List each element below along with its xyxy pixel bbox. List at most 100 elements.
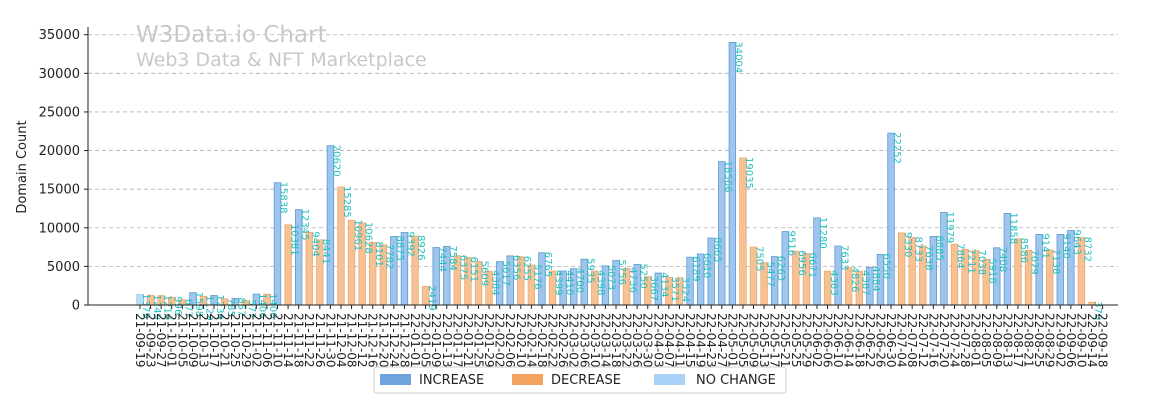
- bar-value-label: 6550: [881, 253, 892, 278]
- bar-value-label: 3667: [648, 276, 659, 301]
- x-tick-label: 22-08-05: [979, 313, 993, 367]
- bar-value-label: 11979: [944, 211, 955, 243]
- bar-value-label: 5609: [479, 261, 490, 286]
- x-tick-label: 22-01-13: [440, 313, 454, 367]
- y-tick-label: 5000: [47, 260, 80, 275]
- bar-value-label: 4398: [595, 270, 606, 295]
- bar-value-label: 5477: [764, 262, 775, 287]
- bar-value-label: 4383: [828, 270, 839, 295]
- x-tick-label: 22-06-06: [821, 313, 835, 367]
- bar-value-label: 10381: [288, 224, 299, 256]
- bar-value-label: 9404: [309, 231, 320, 256]
- bar-value-label: 7782: [383, 244, 394, 269]
- x-tick-label: 22-09-06: [1064, 313, 1078, 367]
- bar-value-label: 3524: [680, 277, 691, 302]
- bar-value-label: 8926: [415, 235, 426, 260]
- x-tick-label: 22-05-05: [736, 313, 750, 367]
- bar-value-label: 1598: [193, 292, 204, 317]
- bar-value-label: 6263: [775, 256, 786, 281]
- bar-value-label: 8586: [1018, 238, 1029, 263]
- x-tick-label: 22-01-01: [408, 313, 422, 367]
- bar-value-label: 6610: [701, 253, 712, 278]
- x-tick-label: 21-11-26: [313, 313, 327, 367]
- legend-label-nochange: NO CHANGE: [696, 373, 776, 388]
- bar-value-label: 9140: [1060, 233, 1071, 258]
- x-tick-label: 22-03-02: [567, 313, 581, 367]
- x-tick-label: 22-08-21: [1022, 313, 1036, 367]
- x-tick-label: 22-06-10: [831, 313, 845, 367]
- bar-value-label: 22252: [891, 132, 902, 164]
- x-tick-label: 21-11-06: [260, 313, 274, 367]
- bar-value-label: 996: [172, 296, 183, 315]
- bar-value-label: 8665: [711, 237, 722, 262]
- bar-value-label: 6356: [510, 255, 521, 280]
- x-tick-label: 21-09-23: [144, 313, 158, 367]
- bar-value-label: 5935: [584, 258, 595, 283]
- x-tick-label: 21-11-22: [302, 313, 316, 367]
- x-axis-ticks: 21-09-1921-09-2321-09-2721-10-0121-10-05…: [133, 305, 1110, 367]
- x-tick-label: 22-04-19: [694, 313, 708, 367]
- watermark-title: W3Data.io Chart: [136, 22, 327, 48]
- bar-value-label: 1249: [151, 294, 162, 319]
- x-tick-label: 22-03-30: [641, 313, 655, 367]
- x-tick-label: 22-03-26: [630, 313, 644, 367]
- x-tick-label: 22-08-25: [1032, 313, 1046, 367]
- bar-value-label: 6956: [796, 250, 807, 275]
- bar-value-label: 12345: [299, 209, 310, 241]
- x-tick-label: 21-09-27: [154, 313, 168, 367]
- bar-value-label: 4736: [627, 267, 638, 292]
- bar-value-label: 5250: [637, 263, 648, 288]
- bar-value-label: 6255: [521, 256, 532, 281]
- x-tick-label: 22-03-22: [620, 313, 634, 367]
- bar-labels-group: 1379 1249 1214 996 677 1598 1129 1234 785 857 577 1…: [140, 41, 1103, 320]
- bar-value-label: 1129: [204, 295, 215, 320]
- x-tick-label: 22-02-06: [503, 313, 517, 367]
- x-tick-label: 21-10-09: [186, 313, 200, 367]
- x-tick-label: 21-11-18: [292, 313, 306, 367]
- bar-value-label: 8101: [373, 241, 384, 266]
- bar-value-label: 785: [225, 298, 236, 317]
- legend-label-decrease: DECREASE: [551, 373, 621, 388]
- x-tick-label: 22-01-05: [419, 313, 433, 367]
- bar-value-label: 6375: [458, 255, 469, 280]
- bar-value-label: 7633: [838, 245, 849, 270]
- x-tick-label: 22-01-21: [461, 313, 475, 367]
- x-tick-label: 21-10-05: [175, 313, 189, 367]
- x-tick-label: 22-07-08: [905, 313, 919, 367]
- x-tick-label: 21-09-19: [133, 313, 147, 367]
- x-tick-label: 22-05-13: [757, 313, 771, 367]
- x-tick-label: 21-12-08: [345, 313, 359, 367]
- bar-value-label: 7864: [955, 243, 966, 268]
- bar-value-label: 19035: [743, 157, 754, 189]
- bar-value-label: 577: [246, 300, 257, 319]
- x-tick-label: 22-07-28: [958, 313, 972, 367]
- x-tick-label: 22-03-06: [577, 313, 591, 367]
- x-tick-label: 22-09-18: [1096, 313, 1110, 367]
- bar-value-label: 6765: [542, 252, 553, 277]
- x-tick-label: 22-04-03: [651, 313, 665, 367]
- x-tick-label: 22-06-18: [852, 313, 866, 367]
- bar-value-label: 8441: [320, 239, 331, 264]
- bar-value-label: 7408: [997, 247, 1008, 272]
- x-tick-label: 22-02-14: [524, 313, 538, 367]
- x-tick-label: 22-06-30: [884, 313, 898, 367]
- bar-value-label: 7584: [447, 245, 458, 270]
- x-tick-label: 21-10-25: [228, 313, 242, 367]
- bar-value-label: 7505: [754, 246, 765, 271]
- x-tick-label: 22-05-21: [778, 313, 792, 367]
- bar-value-label: 1234: [214, 294, 225, 319]
- bar-value-label: 15838: [278, 182, 289, 214]
- x-tick-label: 22-04-11: [672, 313, 686, 367]
- bar-value-label: 4387: [859, 270, 870, 295]
- x-tick-label: 22-04-27: [715, 313, 729, 367]
- y-tick-label: 25000: [39, 105, 80, 120]
- x-tick-label: 22-03-18: [609, 313, 623, 367]
- bar-value-label: 11280: [817, 217, 828, 249]
- bar-value-label: 1379: [140, 293, 151, 318]
- gridlines: [88, 34, 1118, 267]
- watermark-subtitle: Web3 Data & NFT Marketplace: [136, 49, 427, 71]
- x-tick-label: 22-03-14: [598, 313, 612, 367]
- bar-value-label: 1400: [267, 293, 278, 318]
- x-tick-label: 22-03-10: [588, 313, 602, 367]
